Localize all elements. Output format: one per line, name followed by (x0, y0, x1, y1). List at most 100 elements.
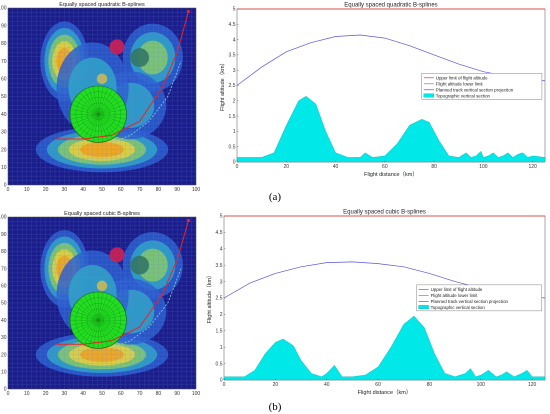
x-tick-label: 80 (156, 391, 162, 397)
goal-marker (186, 218, 191, 223)
radar-spoke (88, 114, 99, 141)
y-tick-label: 70 (1, 266, 7, 272)
x-tick-label: 40 (80, 187, 86, 193)
x-tick-label: 10 (24, 391, 30, 397)
y-tick-label: 0 (4, 183, 7, 189)
radar-spoke (98, 305, 123, 321)
radar-spoke (76, 114, 99, 133)
reference-track (111, 268, 182, 349)
radar-spoke (98, 87, 109, 115)
y-tick-label: 0 (4, 387, 7, 393)
legend-box (416, 284, 542, 312)
y-tick-label: 4 (233, 37, 236, 43)
x-tick-label: 70 (137, 187, 143, 193)
radar-spoke (73, 114, 99, 129)
radar-spoke (98, 320, 109, 347)
radar-ring (81, 97, 116, 132)
threat-circle-2 (109, 247, 125, 263)
threat-circle-2 (109, 39, 125, 55)
x-tick-label: 40 (80, 391, 86, 397)
x-tick-label: 30 (62, 187, 68, 193)
radar-spoke (79, 114, 99, 136)
x-tick-label: 20 (273, 382, 279, 388)
plot-title: Equally spaced quadratic B-splines (344, 3, 437, 9)
radar-spoke (98, 114, 127, 120)
radar-spoke (98, 295, 113, 321)
y-axis-label: Flight altitude（km） (206, 272, 213, 323)
y-tick-label: 2 (233, 99, 236, 105)
map-frame (7, 216, 197, 390)
contour-level (137, 248, 168, 282)
radar-spoke (84, 320, 99, 345)
radar-ring (86, 308, 110, 332)
radar-spoke (73, 305, 99, 321)
radar-ring (81, 303, 116, 338)
x-tick-label: 90 (174, 187, 180, 193)
x-tick-label: 80 (427, 382, 433, 388)
radar-spoke (71, 320, 99, 330)
legend-entry: Planned track vertical section projectio… (436, 87, 514, 92)
map-panel-a: 0 10 20 30 40 50 60 70 80 90 100 0 10 20 30 40 50 60 70 80 9… (0, 2, 200, 193)
y-tick-label: 40 (1, 112, 7, 118)
y-tick-label: 0 (220, 378, 223, 384)
radar-spoke (88, 87, 99, 115)
y-tick-label: 4 (220, 247, 223, 253)
legend-entry: Flight altitude lower limit (436, 81, 484, 86)
radar-spoke (98, 298, 117, 321)
x-tick-label: 100 (477, 382, 486, 388)
plot-title: Equally spaced cubic B-splines (343, 210, 426, 216)
radar-spoke (84, 89, 99, 115)
y-tick-label: 3.5 (216, 263, 223, 269)
y-tick-label: 0.5 (229, 144, 236, 150)
series-topographic-area (223, 315, 546, 381)
x-tick-label: 0 (223, 382, 226, 388)
y-tick-label: 40 (1, 318, 7, 324)
terrain-map (8, 8, 196, 185)
contour-level (137, 40, 168, 75)
y-tick-label: 90 (1, 232, 7, 238)
radar-spoke (98, 114, 120, 133)
planned-track (55, 11, 189, 140)
legend-entry: Upper limit of flight altitude (431, 287, 483, 292)
map-title: Equally spaced cubic B-splines (64, 211, 140, 217)
map-panel-b: 0 10 20 30 40 50 60 70 80 90 100 0 10 20 30 40 50 60 70 80 9… (0, 211, 200, 397)
radar-spoke (71, 310, 99, 321)
y-tick-label: 5 (220, 214, 223, 220)
radar-spoke (76, 320, 99, 339)
x-tick-label: 60 (118, 187, 124, 193)
y-tick-label: 60 (1, 77, 7, 83)
radar-spoke (76, 95, 99, 115)
x-tick-label: 80 (431, 164, 437, 170)
planned-track (55, 220, 189, 345)
radar-spoke (93, 86, 99, 115)
panel-label-b: (b) (269, 401, 282, 413)
y-tick-label: 30 (1, 335, 7, 341)
radar-spoke (79, 298, 99, 321)
y-tick-label: 2 (220, 312, 223, 318)
radar-spoke (70, 320, 99, 326)
radar-spoke (98, 315, 127, 321)
radar-ring (92, 314, 105, 326)
x-tick-label: 80 (156, 187, 162, 193)
y-tick-label: 30 (1, 130, 7, 136)
x-axis-label: Flight distance（km） (358, 389, 412, 396)
radar-spoke (98, 114, 125, 124)
y-tick-label: 90 (1, 23, 7, 29)
x-tick-label: 10 (24, 187, 30, 193)
radar-threat-zone (69, 85, 127, 143)
radar-spoke (98, 86, 104, 115)
y-tick-label: 1.5 (216, 329, 223, 335)
y-tick-label: 4.5 (229, 22, 236, 28)
radar-spoke (70, 315, 99, 321)
radar-spoke (79, 320, 99, 342)
radar-spoke (98, 114, 117, 136)
radar-spoke (98, 109, 127, 115)
legend-entry: Planned track vertical section projectio… (431, 299, 509, 304)
y-tick-label: 1.5 (229, 114, 236, 120)
x-tick-label: 20 (43, 391, 49, 397)
x-tick-label: 50 (99, 187, 105, 193)
radar-spoke (98, 310, 125, 321)
y-tick-label: 10 (1, 370, 7, 376)
